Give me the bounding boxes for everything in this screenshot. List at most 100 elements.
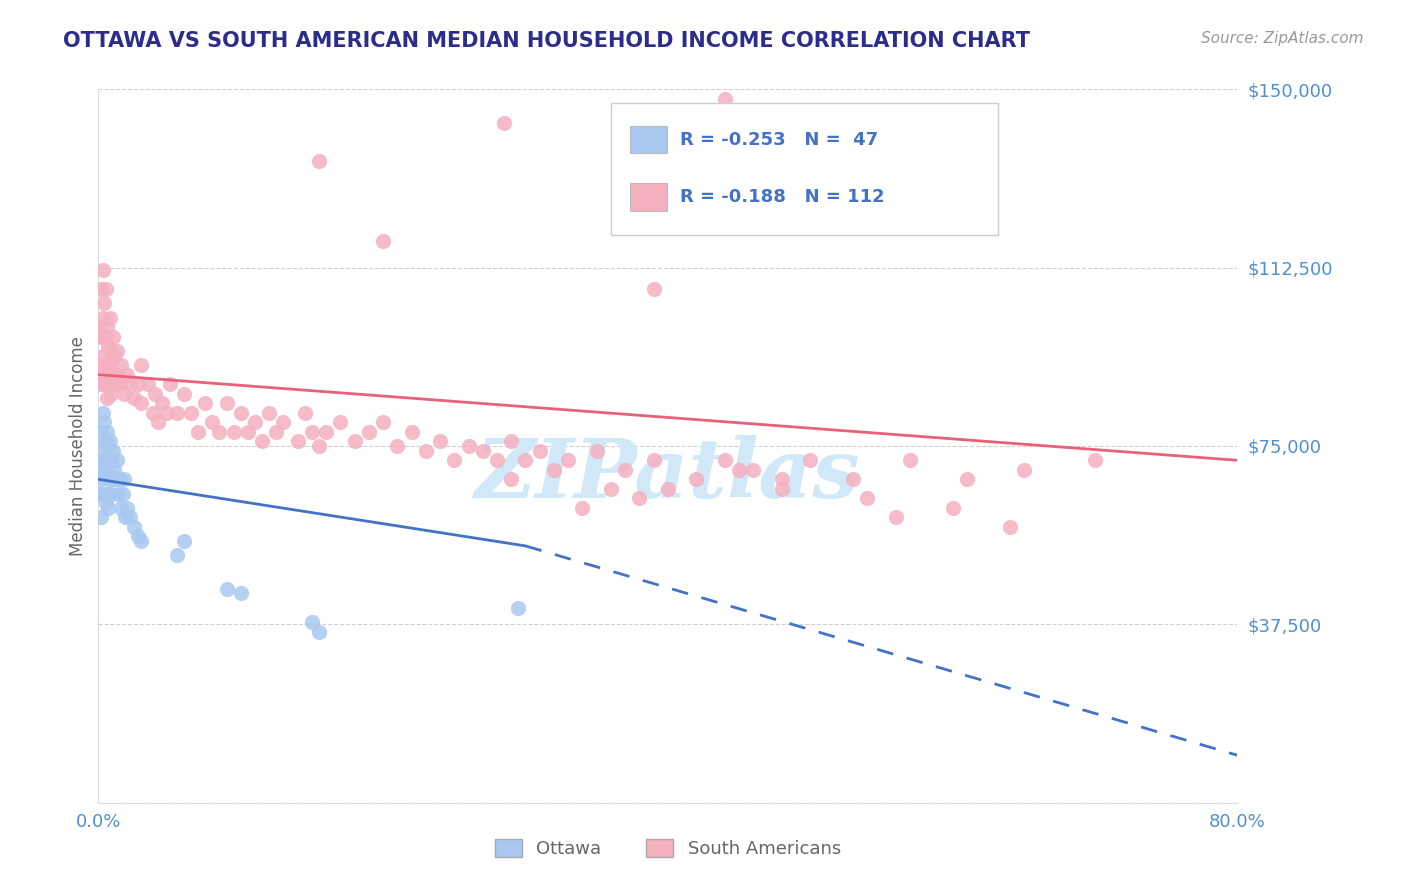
- Point: [415, 443, 437, 458]
- Point: [443, 453, 465, 467]
- Point: [96, 486, 118, 500]
- Point: [173, 534, 195, 549]
- Point: [104, 377, 127, 392]
- Point: [115, 500, 138, 515]
- Point: [515, 453, 537, 467]
- Point: [96, 358, 118, 372]
- FancyBboxPatch shape: [630, 127, 666, 153]
- Legend: Ottawa, South Americans: Ottawa, South Americans: [488, 831, 848, 865]
- Point: [156, 406, 179, 420]
- Point: [714, 453, 737, 467]
- Text: ZIPatlas: ZIPatlas: [475, 434, 860, 515]
- Point: [222, 425, 245, 439]
- Point: [1012, 463, 1035, 477]
- Point: [173, 386, 195, 401]
- Text: R = -0.188   N = 112: R = -0.188 N = 112: [681, 188, 884, 206]
- Point: [315, 425, 337, 439]
- Point: [266, 425, 288, 439]
- Point: [273, 415, 295, 429]
- Point: [94, 496, 117, 510]
- Point: [401, 425, 423, 439]
- Point: [107, 486, 129, 500]
- Point: [543, 463, 565, 477]
- Point: [998, 520, 1021, 534]
- Point: [127, 529, 149, 543]
- Point: [236, 425, 259, 439]
- Point: [100, 386, 122, 401]
- Point: [90, 282, 112, 296]
- Point: [1084, 453, 1107, 467]
- Point: [301, 615, 323, 629]
- Point: [643, 282, 665, 296]
- Point: [294, 406, 316, 420]
- Text: OTTAWA VS SOUTH AMERICAN MEDIAN HOUSEHOLD INCOME CORRELATION CHART: OTTAWA VS SOUTH AMERICAN MEDIAN HOUSEHOL…: [63, 31, 1031, 51]
- Point: [208, 425, 231, 439]
- Point: [101, 472, 124, 486]
- Point: [94, 434, 117, 449]
- Point: [856, 491, 879, 506]
- Point: [89, 358, 111, 372]
- Point: [942, 500, 965, 515]
- Point: [107, 368, 129, 382]
- Point: [501, 434, 523, 449]
- Point: [91, 310, 114, 325]
- Point: [141, 406, 163, 420]
- Point: [100, 453, 122, 467]
- Point: [97, 439, 120, 453]
- Point: [136, 377, 159, 392]
- Point: [91, 349, 114, 363]
- Point: [103, 349, 125, 363]
- Point: [243, 415, 266, 429]
- Point: [89, 486, 111, 500]
- Point: [93, 453, 115, 467]
- Point: [842, 472, 865, 486]
- Point: [118, 377, 141, 392]
- Point: [166, 406, 188, 420]
- Point: [250, 434, 273, 449]
- Point: [501, 472, 523, 486]
- Point: [166, 549, 188, 563]
- Point: [108, 377, 131, 392]
- Point: [770, 482, 793, 496]
- Point: [105, 453, 128, 467]
- Point: [742, 463, 765, 477]
- Point: [429, 434, 451, 449]
- Point: [152, 396, 174, 410]
- Point: [91, 463, 114, 477]
- Point: [94, 463, 117, 477]
- Point: [105, 343, 128, 358]
- Point: [100, 343, 122, 358]
- Point: [93, 329, 115, 343]
- Point: [159, 377, 181, 392]
- Point: [89, 320, 111, 334]
- Point: [90, 472, 112, 486]
- Point: [90, 377, 112, 392]
- Point: [97, 339, 120, 353]
- Point: [308, 624, 330, 639]
- Point: [112, 386, 135, 401]
- Point: [96, 425, 118, 439]
- Point: [229, 406, 252, 420]
- Point: [557, 453, 579, 467]
- Point: [98, 467, 121, 482]
- Point: [486, 453, 509, 467]
- Point: [229, 586, 252, 600]
- Point: [373, 415, 395, 429]
- Point: [90, 425, 112, 439]
- FancyBboxPatch shape: [612, 103, 998, 235]
- Point: [457, 439, 479, 453]
- Point: [98, 434, 121, 449]
- Point: [308, 153, 330, 168]
- Point: [145, 386, 167, 401]
- Point: [215, 396, 238, 410]
- Point: [96, 453, 118, 467]
- Point: [308, 439, 330, 453]
- Point: [628, 491, 651, 506]
- Point: [387, 439, 409, 453]
- Point: [98, 310, 121, 325]
- Point: [301, 425, 323, 439]
- Point: [93, 486, 115, 500]
- Point: [799, 453, 821, 467]
- Point: [96, 320, 118, 334]
- Point: [97, 377, 120, 392]
